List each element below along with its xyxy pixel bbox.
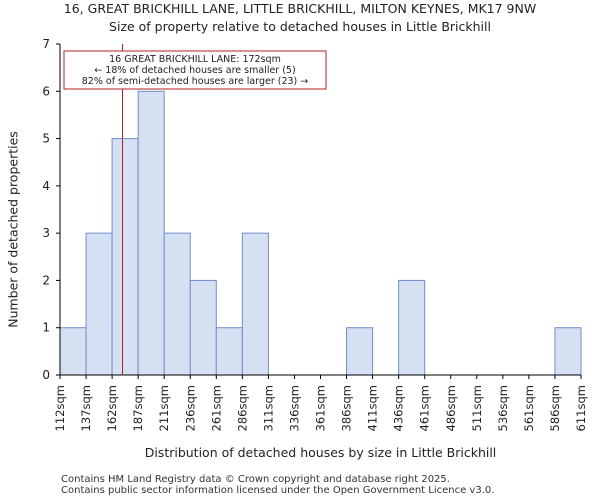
bar-236sqm: [189, 279, 217, 376]
x-tick-label: 611sqm: [574, 385, 588, 431]
y-tick-label: 5: [42, 132, 50, 146]
y-axis-label: Number of detached properties: [6, 131, 21, 328]
x-tick-label: 461sqm: [418, 385, 432, 431]
bar-187sqm: [137, 90, 165, 376]
x-tick-label: 236sqm: [183, 385, 197, 431]
x-tick-label: 286sqm: [235, 385, 249, 431]
y-tick-label: 7: [42, 37, 50, 51]
x-tick-label: 261sqm: [209, 385, 223, 431]
x-tick-label: 137sqm: [79, 385, 93, 431]
x-tick-label: 386sqm: [340, 385, 354, 431]
bar-137sqm: [85, 232, 113, 376]
y-tick-label: 4: [42, 179, 50, 193]
x-tick-label: 112sqm: [53, 385, 67, 431]
x-tick-label: 536sqm: [496, 385, 510, 431]
annotation-line-3: 82% of semi-detached houses are larger (…: [82, 76, 309, 87]
x-tick-label: 361sqm: [314, 385, 328, 431]
bar-586sqm: [554, 327, 582, 376]
x-axis-label: Distribution of detached houses by size …: [145, 445, 497, 460]
bar-386sqm: [346, 327, 374, 376]
annotation-line-1: 16 GREAT BRICKHILL LANE: 172sqm: [109, 54, 281, 65]
x-tick-label: 336sqm: [287, 385, 301, 431]
bar-112sqm: [59, 327, 87, 376]
x-tick-label: 411sqm: [366, 385, 380, 431]
footer-line-2: Contains public sector information licen…: [61, 485, 495, 496]
y-tick-label: 3: [42, 226, 50, 240]
annotation-box: [63, 50, 327, 90]
histogram-chart: 0 1 2 3 4 5 6 7 112sqm 137sqm 162sqm 187sqm 211sqm 2…: [6, 37, 589, 460]
y-tick-label: 2: [42, 273, 50, 287]
bar-162sqm: [111, 138, 139, 376]
x-tick-label: 311sqm: [261, 385, 275, 431]
x-tick-label: 561sqm: [522, 385, 536, 431]
x-tick-label: 486sqm: [444, 385, 458, 431]
y-tick-label: 0: [42, 368, 50, 382]
y-tick-label: 1: [42, 321, 50, 335]
bar-286sqm: [241, 232, 269, 376]
x-tick-label: 187sqm: [131, 385, 145, 431]
x-tick-label: 511sqm: [470, 385, 484, 431]
chart-title: 16, GREAT BRICKHILL LANE, LITTLE BRICKHI…: [63, 1, 537, 16]
x-tick-label: 162sqm: [105, 385, 119, 431]
chart-subtitle: Size of property relative to detached ho…: [109, 19, 491, 34]
y-tick-label: 6: [42, 84, 50, 98]
x-tick-label: 436sqm: [392, 385, 406, 431]
bar-436sqm: [398, 279, 426, 376]
footer-line-1: Contains HM Land Registry data © Crown c…: [61, 474, 450, 485]
property-annotation: 16 GREAT BRICKHILL LANE: 172sqm ← 18% of…: [63, 50, 327, 90]
x-tick-label: 586sqm: [548, 385, 562, 431]
bar-211sqm: [163, 232, 191, 376]
x-tick-label: 211sqm: [157, 385, 171, 431]
annotation-line-2: ← 18% of detached houses are smaller (5): [94, 65, 295, 76]
bar-261sqm: [215, 327, 243, 376]
